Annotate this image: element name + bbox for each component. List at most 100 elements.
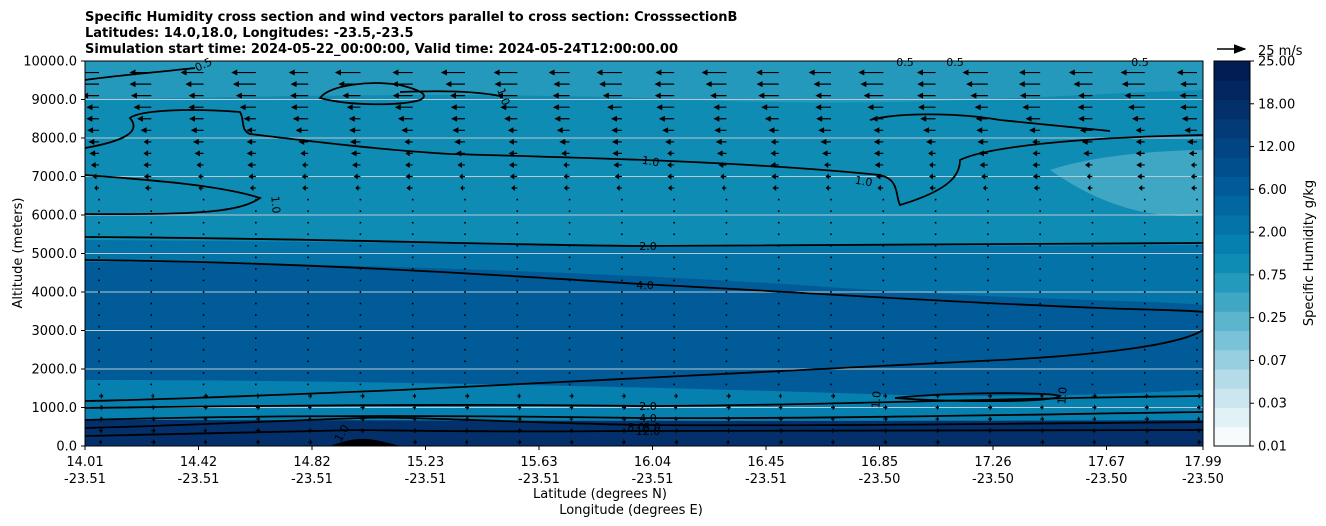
wind-vector [1137, 173, 1145, 180]
wind-vector [1143, 348, 1146, 351]
wind-vector [1078, 115, 1093, 122]
wind-vector [875, 173, 884, 180]
wind-vector [1143, 221, 1146, 224]
wind-vector [307, 210, 309, 212]
gridlines [85, 99, 1203, 408]
contour-label: 1.0 [1055, 386, 1069, 405]
wind-vector [1124, 92, 1145, 99]
wind-vector [568, 291, 571, 293]
wind-vector [392, 92, 413, 99]
wind-vector [1120, 69, 1145, 76]
wind-vector [777, 314, 780, 316]
colorbar-swatch [1214, 195, 1250, 216]
wind-vector [94, 185, 99, 192]
wind-vector [307, 383, 309, 386]
wind-vector [194, 150, 204, 157]
wind-vector [1196, 268, 1198, 270]
wind-vector [987, 268, 989, 270]
wind-vector [569, 404, 574, 411]
wind-vector [621, 314, 623, 316]
wind-vector [1039, 291, 1041, 293]
wind-vector [412, 427, 418, 434]
contour-label: 4.0 [636, 279, 654, 292]
colorbar-swatch [1214, 311, 1250, 331]
wind-vector [974, 104, 988, 111]
wind-vector [1196, 302, 1198, 305]
wind-vector [830, 383, 832, 386]
wind-vector [1018, 81, 1041, 88]
wind-vector [359, 360, 362, 363]
wind-vector [725, 268, 728, 270]
wind-vector [143, 150, 152, 157]
wind-vector [621, 360, 623, 363]
wind-vector [568, 233, 571, 236]
wind-vector [308, 427, 312, 434]
wind-vector [464, 314, 466, 316]
wind-vector [307, 360, 309, 363]
wind-vector [777, 383, 780, 386]
chart-title-line-2: Latitudes: 14.0,18.0, Longitudes: -23.5,… [85, 26, 414, 41]
wind-vector [777, 221, 780, 224]
wind-vector [715, 138, 727, 145]
wind-vector [978, 150, 988, 157]
wind-vector [877, 185, 884, 192]
wind-vector [923, 127, 936, 134]
wind-vector [411, 291, 414, 293]
wind-vector [440, 69, 465, 76]
wind-vector [825, 173, 831, 180]
wind-vector [874, 161, 884, 168]
wind-vector [98, 268, 100, 270]
contour-label: 0.5 [896, 56, 914, 69]
contour-label: 1.0 [641, 154, 660, 170]
colorbar-swatch [1214, 157, 1250, 177]
wind-vector [143, 138, 152, 145]
wind-vector [1196, 198, 1198, 201]
wind-vector [673, 302, 675, 305]
wind-vector [516, 302, 519, 305]
wind-vector [150, 279, 153, 282]
wind-vector [1039, 372, 1041, 374]
wind-vector [1039, 337, 1041, 339]
wind-vector [1179, 92, 1197, 99]
wind-vector [768, 127, 779, 134]
wind-vector [667, 150, 675, 157]
wind-vector [568, 245, 571, 247]
wind-vector [568, 337, 571, 339]
y-axis-label: Altitude (meters) [11, 198, 26, 309]
y-tick-label: 0.0 [56, 440, 77, 455]
wind-vector [1039, 325, 1041, 328]
wind-vector [202, 348, 205, 351]
wind-vector [934, 291, 937, 293]
wind-vector [979, 161, 988, 168]
wind-vector [98, 221, 100, 224]
wind-vector [394, 104, 413, 111]
wind-vector [830, 279, 832, 282]
wind-vector [88, 138, 99, 145]
wind-vector [830, 360, 832, 363]
wind-vector [411, 360, 414, 363]
wind-vector [86, 115, 99, 122]
wind-vector [778, 392, 782, 399]
wind-vector [255, 268, 257, 270]
wind-vector [1032, 173, 1041, 180]
wind-vector [349, 127, 361, 134]
wind-vector [987, 256, 989, 259]
wind-vector [621, 245, 623, 247]
wind-vector [831, 416, 835, 423]
wind-vector [568, 372, 571, 374]
wind-vector [934, 198, 937, 201]
wind-vector [1190, 173, 1197, 180]
wind-vector [150, 268, 153, 270]
wind-vector [621, 233, 623, 236]
colorbar-tick-label: 6.00 [1258, 183, 1287, 198]
y-tick-label: 1000.0 [32, 401, 78, 416]
wind-vector [616, 185, 622, 192]
wind-vector [621, 210, 623, 212]
wind-vector [987, 383, 989, 386]
wind-vector [726, 427, 731, 434]
wind-vector [596, 69, 622, 76]
wind-vector [150, 233, 153, 236]
wind-vector [516, 279, 519, 282]
colorbar-swatch [1214, 80, 1250, 100]
wind-vector [778, 439, 784, 446]
